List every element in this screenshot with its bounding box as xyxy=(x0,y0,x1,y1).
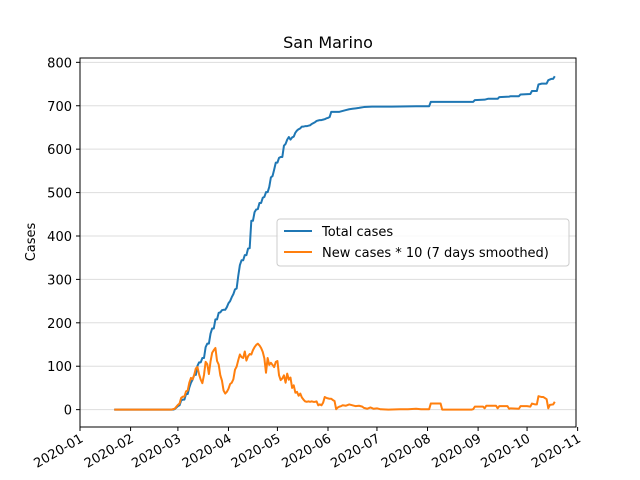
legend-label-new-cases: New cases * 10 (7 days smoothed) xyxy=(322,246,549,261)
y-tick-label: 100 xyxy=(47,360,72,375)
y-tick-label: 400 xyxy=(47,230,72,245)
legend-box xyxy=(276,218,570,267)
legend-label-total-cases: Total cases xyxy=(321,225,393,240)
series-lines xyxy=(114,75,556,411)
y-tick-label: 600 xyxy=(47,143,72,158)
chart-title: San Marino xyxy=(283,33,373,52)
y-tick-label: 300 xyxy=(47,273,72,288)
y-tick-label: 0 xyxy=(64,404,72,419)
y-tick-label: 500 xyxy=(47,187,72,202)
y-axis-label: Cases xyxy=(24,222,39,261)
y-tick-label: 700 xyxy=(47,100,72,115)
y-tick-label: 800 xyxy=(47,56,72,71)
legend: Total cases New cases * 10 (7 days smoot… xyxy=(276,218,570,267)
series-line-new-cases xyxy=(114,342,556,411)
series-line-total-cases xyxy=(114,75,556,411)
y-tick-label: 200 xyxy=(47,317,72,332)
